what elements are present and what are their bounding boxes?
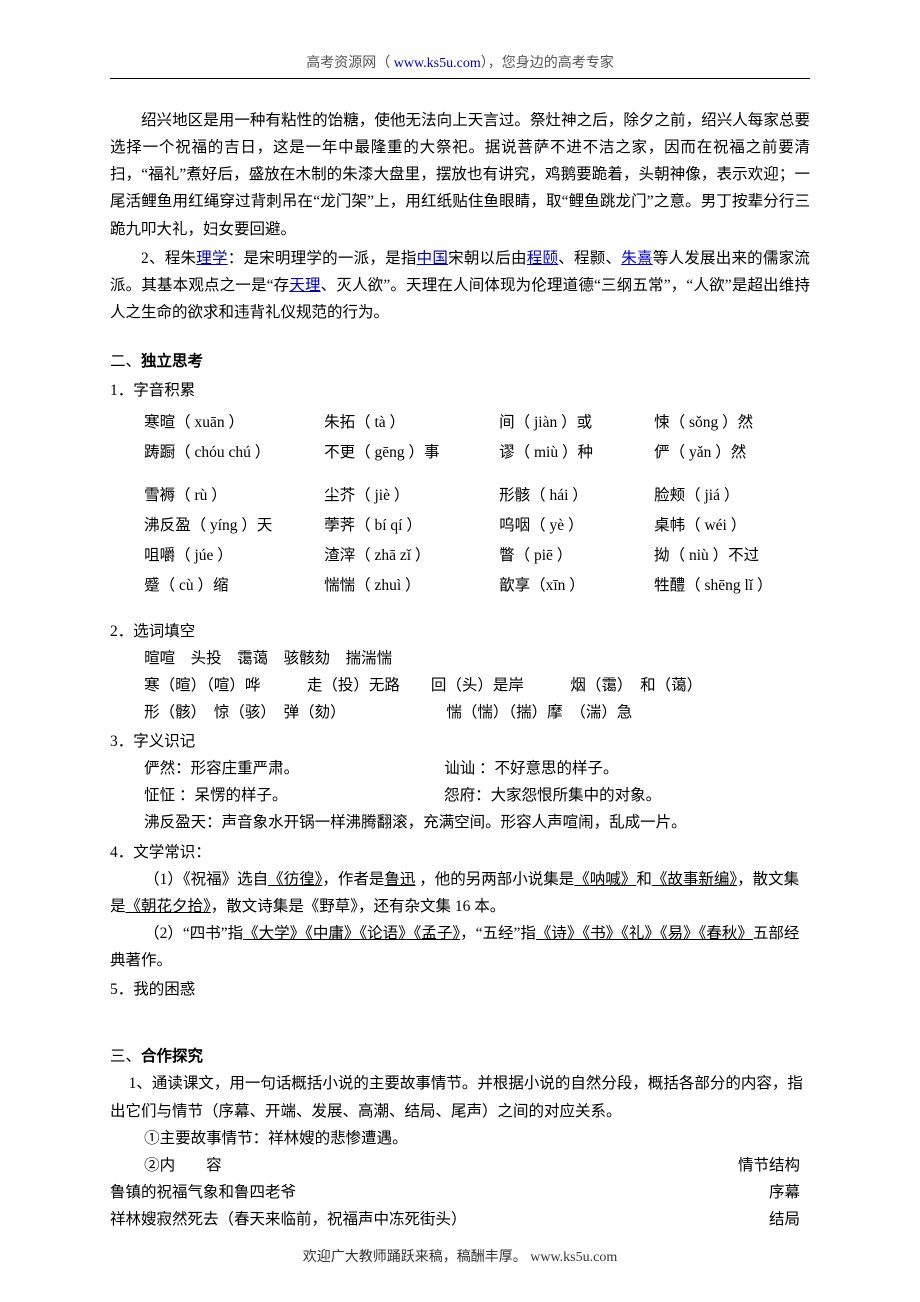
underline-5: 《朝花夕拾》 bbox=[126, 898, 211, 915]
def-row: 俨然：形容庄重严肃。 讪讪 ：不好意思的样子。 bbox=[144, 755, 810, 782]
pinyin-cell: 尘芥（ jiè ） bbox=[324, 481, 499, 511]
text: 三、 bbox=[110, 1048, 141, 1065]
spacer bbox=[144, 469, 810, 481]
table-row: 祥林嫂寂然死去（春天来临前，祝福声中冻死街头） 结局 bbox=[110, 1206, 810, 1233]
table-row: 鲁镇的祝福气象和鲁四老爷 序幕 bbox=[110, 1179, 810, 1206]
text: ：是宋明理学的一派，是指 bbox=[228, 250, 417, 267]
underline-6: 《大学》《中庸》《论语》《孟子》 bbox=[243, 925, 460, 942]
header-suffix: ），您身边的高考专家 bbox=[481, 56, 614, 71]
table-cell-left: 鲁镇的祝福气象和鲁四老爷 bbox=[110, 1179, 296, 1206]
pinyin-table: 寒暄（ xuān ） 朱拓（ tà ） 间（ jiàn ）或 悚（ sǒng ）… bbox=[144, 408, 810, 601]
intro-paragraph-2: 2、程朱理学：是宋明理学的一派，是指中国宋朝以后由程颐、程颢、朱熹等人发展出来的… bbox=[110, 245, 810, 326]
link-lixue[interactable]: 理学 bbox=[196, 250, 227, 267]
pinyin-cell: 朱拓（ tà ） bbox=[324, 408, 499, 438]
pinyin-cell: 踌蹰（ chóu chú ） bbox=[144, 438, 324, 468]
def-right: 讪讪 ：不好意思的样子。 bbox=[444, 755, 810, 782]
def-left: 怔怔 ：呆愣的样子。 bbox=[144, 782, 444, 809]
section-3-bold: 合作探究 bbox=[141, 1048, 203, 1065]
link-tianli[interactable]: 天理 bbox=[289, 277, 320, 294]
pinyin-cell: 瞥（ piē ） bbox=[499, 541, 654, 571]
question-1: 1、通读课文，用一句话概括小说的主要故事情节。并根据小说的自然分段，概括各部分的… bbox=[110, 1070, 810, 1124]
document-body: 绍兴地区是用一种有粘性的饴糖，使他无法向上天言过。祭灶神之后，除夕之前，绍兴人每… bbox=[110, 107, 810, 1233]
text: 和 bbox=[636, 871, 652, 888]
pinyin-cell: 荸荠（ bí qí ） bbox=[324, 511, 499, 541]
pinyin-row: 咀嚼（ júe ） 渣滓（ zhā zǐ ） 瞥（ piē ） 拗（ niù ）… bbox=[144, 541, 810, 571]
header-link[interactable]: www.ks5u.com bbox=[394, 56, 481, 71]
pinyin-row: 沸反盈（ yíng ）天 荸荠（ bí qí ） 呜咽（ yè ） 桌帏（ wé… bbox=[144, 511, 810, 541]
link-chengyi[interactable]: 程颐 bbox=[527, 250, 558, 267]
pinyin-cell: 寒暄（ xuān ） bbox=[144, 408, 324, 438]
table-cell-right: 结局 bbox=[769, 1206, 810, 1233]
underline-3: 《呐喊》 bbox=[574, 871, 636, 888]
fill-line-1: 寒（暄）（喧）哗 走（投）无路 回（头）是岸 烟（霭） 和（蔼） bbox=[144, 672, 810, 699]
text: 宋朝以后由 bbox=[448, 250, 527, 267]
section-2-title: 二、独立思考 bbox=[110, 348, 810, 375]
item-3-title: 3．字义识记 bbox=[110, 728, 810, 755]
text: （2）“四书”指 bbox=[144, 925, 243, 942]
pinyin-cell: 呜咽（ yè ） bbox=[499, 511, 654, 541]
pinyin-row: 蹙（ cù ）缩 惴惴（ zhuì ） 歆享（xīn ） 牲醴（ shēng l… bbox=[144, 571, 810, 601]
lit-paragraph-1: （1）《祝福》选自《彷徨》，作者是鲁迅 ，他的另两部小说集是《呐喊》和《故事新编… bbox=[110, 866, 810, 920]
pinyin-cell: 咀嚼（ júe ） bbox=[144, 541, 324, 571]
pinyin-cell: 谬（ miù ）种 bbox=[499, 438, 654, 468]
text: 、程颢、 bbox=[558, 250, 621, 267]
def-row: 怔怔 ：呆愣的样子。 怨府：大家怨恨所集中的对象。 bbox=[144, 782, 810, 809]
pinyin-cell: 形骸（ hái ） bbox=[499, 481, 654, 511]
underline-2: 鲁迅 bbox=[384, 871, 415, 888]
link-zhuxi[interactable]: 朱熹 bbox=[621, 250, 652, 267]
item-2-title: 2．选词填空 bbox=[110, 618, 810, 645]
link-china[interactable]: 中国 bbox=[417, 250, 448, 267]
text: ，他的另两部小说集是 bbox=[415, 871, 574, 888]
item-4-title: 4．文学常识： bbox=[110, 839, 810, 866]
header-prefix: 高考资源网（ bbox=[306, 56, 394, 71]
text: ，作者是 bbox=[322, 871, 384, 888]
item-5-title: 5．我的困惑 bbox=[110, 976, 810, 1003]
pinyin-cell: 拗（ niù ）不过 bbox=[654, 541, 814, 571]
underline-1: 《彷徨》 bbox=[268, 871, 322, 888]
text: （1）《祝福》选自 bbox=[144, 871, 268, 888]
pinyin-cell: 蹙（ cù ）缩 bbox=[144, 571, 324, 601]
pinyin-cell: 俨（ yǎn ）然 bbox=[654, 438, 814, 468]
underline-4: 《故事新编》 bbox=[652, 871, 737, 888]
section-3-title: 三、合作探究 bbox=[110, 1043, 810, 1070]
page-footer: 欢迎广大教师踊跃来稿，稿酬丰厚。 www.ks5u.com bbox=[0, 1246, 920, 1266]
header-divider bbox=[110, 78, 810, 79]
pinyin-cell: 沸反盈（ yíng ）天 bbox=[144, 511, 324, 541]
underline-7: 《诗》《书》《礼》《易》《春秋》 bbox=[536, 925, 753, 942]
pinyin-cell: 渣滓（ zhā zǐ ） bbox=[324, 541, 499, 571]
pinyin-row: 寒暄（ xuān ） 朱拓（ tà ） 间（ jiàn ）或 悚（ sǒng ）… bbox=[144, 408, 810, 438]
pinyin-cell: 歆享（xīn ） bbox=[499, 571, 654, 601]
pinyin-cell: 悚（ sǒng ）然 bbox=[654, 408, 814, 438]
table-cell-left: 祥林嫂寂然死去（春天来临前，祝福声中冻死街头） bbox=[110, 1206, 467, 1233]
pinyin-cell: 惴惴（ zhuì ） bbox=[324, 571, 499, 601]
lit-paragraph-2: （2）“四书”指《大学》《中庸》《论语》《孟子》，“五经”指《诗》《书》《礼》《… bbox=[110, 920, 810, 974]
pinyin-cell: 脸颊（ jiá ） bbox=[654, 481, 814, 511]
def-line-3: 沸反盈天：声音象水开锅一样沸腾翻滚，充满空间。形容人声喧闹，乱成一片。 bbox=[144, 809, 810, 836]
section-2-bold: 独立思考 bbox=[141, 353, 203, 370]
answer-1: ①主要故事情节：祥林嫂的悲惨遭遇。 bbox=[110, 1125, 810, 1152]
fill-line-2: 形（骸） 惊（骇） 弹（劾） 惴（惴）（揣）摩 （湍）急 bbox=[144, 699, 810, 726]
fill-bank: 暄喧 头投 霭蔼 骇骸劾 揣湍惴 bbox=[144, 645, 810, 672]
table-cell-right: 序幕 bbox=[769, 1179, 810, 1206]
page: 高考资源网（ www.ks5u.com），您身边的高考专家 绍兴地区是用一种有粘… bbox=[0, 0, 920, 1302]
table-head-right: 情节结构 bbox=[738, 1152, 810, 1179]
def-right: 怨府：大家怨恨所集中的对象。 bbox=[444, 782, 810, 809]
def-left: 俨然：形容庄重严肃。 bbox=[144, 755, 444, 782]
pinyin-row: 雪褥（ rù ） 尘芥（ jiè ） 形骸（ hái ） 脸颊（ jiá ） bbox=[144, 481, 810, 511]
text: ，“五经”指 bbox=[460, 925, 536, 942]
pinyin-cell: 雪褥（ rù ） bbox=[144, 481, 324, 511]
pinyin-cell: 间（ jiàn ）或 bbox=[499, 408, 654, 438]
text: 二、 bbox=[110, 353, 141, 370]
table-head-left: ②内 容 bbox=[110, 1152, 222, 1179]
pinyin-cell: 桌帏（ wéi ） bbox=[654, 511, 814, 541]
page-header: 高考资源网（ www.ks5u.com），您身边的高考专家 bbox=[110, 52, 810, 72]
text: ，散文诗集是《野草》，还有杂文集 16 本。 bbox=[211, 898, 506, 915]
item-1-title: 1．字音积累 bbox=[110, 377, 810, 404]
table-header-row: ②内 容 情节结构 bbox=[110, 1152, 810, 1179]
pinyin-cell: 不更（ gēng ）事 bbox=[324, 438, 499, 468]
text: 2、程朱 bbox=[141, 250, 196, 267]
intro-paragraph-1: 绍兴地区是用一种有粘性的饴糖，使他无法向上天言过。祭灶神之后，除夕之前，绍兴人每… bbox=[110, 107, 810, 243]
pinyin-row: 踌蹰（ chóu chú ） 不更（ gēng ）事 谬（ miù ）种 俨（ … bbox=[144, 438, 810, 468]
pinyin-cell: 牲醴（ shēng lǐ ） bbox=[654, 571, 814, 601]
